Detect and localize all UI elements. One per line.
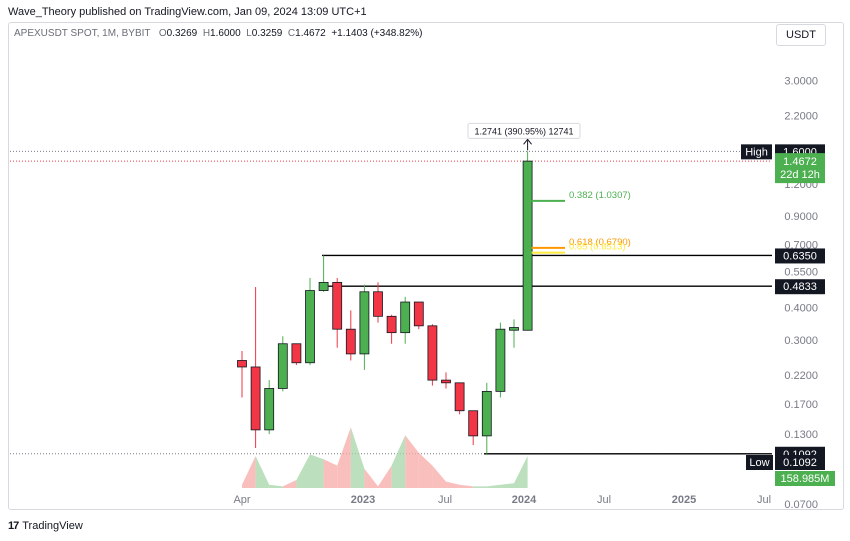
legend-open: 0.3269 xyxy=(166,28,198,39)
tradingview-logo: 17 xyxy=(8,520,19,532)
legend-open-label: O xyxy=(158,28,167,39)
tradingview-brand: TradingView xyxy=(22,520,83,532)
legend-low: 0.3259 xyxy=(251,28,283,39)
currency-button[interactable]: USDT xyxy=(776,24,826,46)
chart-frame xyxy=(8,22,844,510)
legend-change: +1.1403 (+348.82%) xyxy=(331,28,423,39)
legend-symbol: APEXUSDT SPOT, 1M, BYBIT xyxy=(14,28,151,39)
legend-high: 1.6000 xyxy=(210,28,241,39)
publisher-line: Wave_Theory published on TradingView.com… xyxy=(8,6,367,18)
legend-low-label: L xyxy=(246,28,252,39)
legend-close: 1.4672 xyxy=(295,28,326,39)
tradingview-footer: 17 TradingView xyxy=(8,520,83,532)
legend-high-label: H xyxy=(202,28,211,39)
symbol-legend: APEXUSDT SPOT, 1M, BYBIT O0.3269 H1.6000… xyxy=(14,28,423,39)
legend-close-label: C xyxy=(287,28,296,39)
